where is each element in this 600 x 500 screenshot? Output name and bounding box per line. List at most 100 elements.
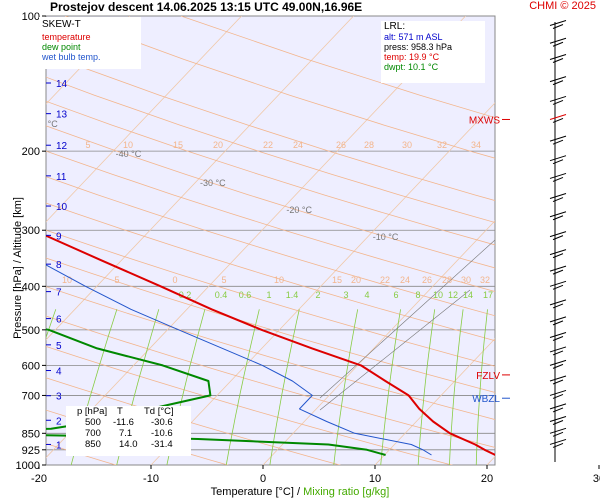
dry-adiabat <box>46 76 495 223</box>
mixing-ratio-label: 30 <box>461 275 471 285</box>
levels-table-row: 700 7.1 -10.6 <box>66 428 191 439</box>
pressure-tick-label: 1000 <box>16 460 40 472</box>
mixing-ratio-label: 28 <box>442 275 452 285</box>
wind-barb <box>549 265 567 272</box>
mixing-ratio-label: 32 <box>437 140 447 150</box>
mixing-ratio-label: 20 <box>351 275 361 285</box>
mixing-ratio-line <box>475 309 488 465</box>
reference-line <box>319 239 495 399</box>
mixing-ratio-label: 1 <box>266 290 271 300</box>
mixing-ratio-line <box>269 309 300 465</box>
mixing-ratio-label: 30 <box>402 140 412 150</box>
levels-table-row: 500 -11.6 -30.6 <box>66 417 191 428</box>
wind-barb <box>549 416 567 422</box>
altitude-tick-label: 14 <box>56 79 68 90</box>
dry-adiabat <box>46 286 495 420</box>
pressure-tick-label: 850 <box>22 428 40 440</box>
mixing-ratio-line <box>580 309 583 474</box>
dry-adiabat <box>46 346 454 465</box>
dry-adiabat <box>46 315 495 448</box>
wind-barb <box>549 193 567 200</box>
mixing-ratio-label: 24 <box>293 140 303 150</box>
mixing-ratio-label: 2 <box>315 290 320 300</box>
isotherm-label: -30 °C <box>200 178 226 188</box>
mixing-ratio-label: 0.6 <box>239 290 252 300</box>
legend-item-temperature: temperature <box>42 32 91 42</box>
wind-barb <box>552 303 564 309</box>
wind-barb <box>549 95 567 102</box>
wind-barb <box>549 299 567 306</box>
wind-barb <box>552 442 564 448</box>
levels-table-cell-td: -30.6 <box>151 417 173 428</box>
altitude-tick-label: 7 <box>56 288 62 299</box>
levels-table-cell-td: -31.4 <box>151 439 173 450</box>
lrl-altitude: alt: 571 m ASL <box>384 32 443 42</box>
wind-barb <box>549 20 567 26</box>
reference-line <box>319 289 471 411</box>
wind-barb <box>552 215 564 221</box>
wind-barb <box>549 346 567 353</box>
dry-adiabat <box>46 125 495 269</box>
wind-barb <box>552 197 564 203</box>
mixing-ratio-label: 5 <box>114 275 119 285</box>
levels-table-cell-t: -11.6 <box>113 417 134 428</box>
x-axis-label-separator: / <box>293 486 304 498</box>
levels-table-row: 850 14.0 -31.4 <box>66 439 191 450</box>
mixing-ratio-label: 26 <box>422 275 432 285</box>
mixing-ratio-label: 0 <box>172 275 177 285</box>
temperature-tick-label: -10 <box>143 473 159 485</box>
wind-barb <box>549 280 567 287</box>
mixing-ratio-label: 15 <box>332 275 342 285</box>
wind-barb <box>549 332 567 338</box>
altitude-tick-label: 9 <box>56 231 62 242</box>
mixing-ratio-label: 10 <box>123 140 133 150</box>
mixing-ratio-label: 0.4 <box>215 290 228 300</box>
wind-barb <box>552 159 564 165</box>
lrl-title: LRL: <box>384 21 406 32</box>
wind-barb <box>552 41 564 47</box>
wind-barb <box>549 438 567 445</box>
pressure-tick-label: 200 <box>22 146 40 158</box>
wind-barb <box>549 54 567 60</box>
wind-barb <box>552 118 564 123</box>
pressure-tick-label: 700 <box>22 390 40 402</box>
dry-adiabat <box>46 100 495 246</box>
mixing-ratio-label: 26 <box>336 140 346 150</box>
dry-adiabat <box>46 229 495 367</box>
mixing-ratio-label: 20 <box>213 140 223 150</box>
levels-table: p [hPa] T Td [°C] 500 -11.6 -30.6 700 7.1 -10.… <box>66 406 191 456</box>
isotherm-label: -50 °C <box>32 119 58 129</box>
lrl-info-box: LRL: alt: 571 m ASL press: 958.3 hPa tem… <box>381 21 485 83</box>
mixing-ratio-label: 20 <box>500 290 510 300</box>
levels-table-header-td: Td [°C] <box>144 406 174 417</box>
mixing-ratio-label: 10 <box>62 275 72 285</box>
wind-barb <box>552 24 564 29</box>
isotherm-label: -40 °C <box>116 149 142 159</box>
pressure-tick-label: 500 <box>22 325 40 337</box>
altitude-tick-label: 13 <box>56 110 68 121</box>
wind-barb <box>552 284 564 290</box>
wind-barb <box>552 320 564 326</box>
altitude-tick-label: 4 <box>56 367 62 378</box>
mixing-ratio-label: 10 <box>433 290 443 300</box>
pressure-tick-label: 600 <box>22 360 40 372</box>
levels-table-header-p: p [hPa] <box>77 406 108 417</box>
levels-table-cell-p: 700 <box>85 428 101 439</box>
mixing-ratio-label: 0.2 <box>179 290 192 300</box>
mixing-ratio-line <box>511 309 519 474</box>
levels-table-header: p [hPa] T Td [°C] <box>66 406 191 417</box>
levels-table-header-t: T <box>117 406 123 417</box>
dry-adiabat <box>46 176 495 317</box>
mixing-ratio-line <box>540 309 546 474</box>
mixing-ratio-line <box>333 309 359 465</box>
temperature-tick-label: 0 <box>260 473 266 485</box>
mixing-ratio-line <box>448 309 464 465</box>
temperature-tick-label: -20 <box>31 473 47 485</box>
plot-area <box>45 15 496 466</box>
levels-table-cell-td: -10.6 <box>151 428 173 439</box>
x-axis-label-temperature: Temperature [°C] <box>210 486 294 498</box>
levels-table-cell-p: 850 <box>85 439 101 450</box>
altitude-tick-label: 12 <box>56 141 68 152</box>
wind-barb <box>549 155 567 162</box>
levels-table-cell-t: 7.1 <box>119 428 133 439</box>
